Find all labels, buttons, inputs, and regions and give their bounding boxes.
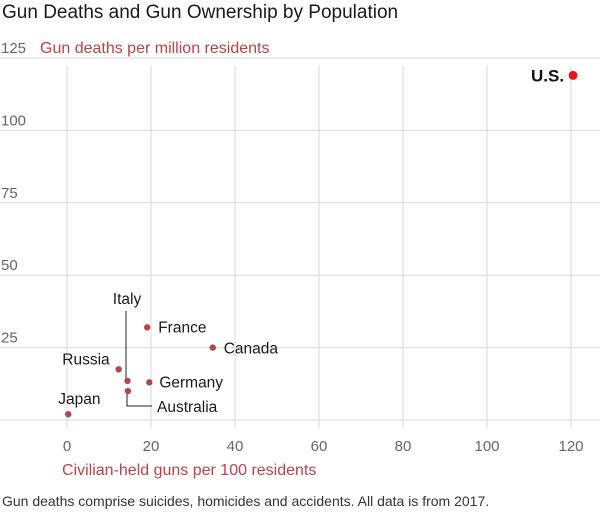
data-point-france <box>144 324 151 331</box>
leader-line-australia <box>126 392 152 407</box>
point-label-germany: Germany <box>159 374 223 391</box>
y-axis-label: Gun deaths per million residents <box>40 40 269 57</box>
point-label-italy: Italy <box>113 291 142 308</box>
x-tick-label: 40 <box>227 438 244 455</box>
data-point-japan <box>65 411 72 418</box>
x-tick-label: 80 <box>395 438 412 455</box>
data-point-italy <box>124 377 131 385</box>
x-tick-label: 60 <box>311 438 328 455</box>
point-label-canada: Canada <box>224 341 279 358</box>
x-tick-label: 20 <box>143 438 160 455</box>
point-label-japan: Japan <box>58 391 100 408</box>
point-label-australia: Australia <box>157 399 218 416</box>
data-point-russia <box>115 366 122 373</box>
point-label-france: France <box>158 319 206 336</box>
data-point-australia <box>124 387 132 395</box>
chart-footnote: Gun deaths comprise suicides, homicides … <box>2 493 490 509</box>
point-label-u-s: U.S. <box>531 66 564 85</box>
x-tick-label: 120 <box>558 438 583 455</box>
data-point-germany <box>146 379 153 386</box>
y-tick-label: 50 <box>1 257 18 274</box>
y-tick-label: 75 <box>1 185 18 202</box>
data-point-u-s <box>568 70 578 80</box>
x-tick-label: 0 <box>63 438 71 455</box>
y-tick-label: 25 <box>1 330 18 347</box>
x-axis-label: Civilian-held guns per 100 residents <box>62 462 316 479</box>
data-point-canada <box>209 344 216 351</box>
point-label-russia: Russia <box>62 351 110 368</box>
y-tick-label: 100 <box>1 112 26 129</box>
x-tick-label: 100 <box>474 438 499 455</box>
y-tick-label: 125 <box>1 40 26 57</box>
chart-title: Gun Deaths and Gun Ownership by Populati… <box>2 2 399 23</box>
